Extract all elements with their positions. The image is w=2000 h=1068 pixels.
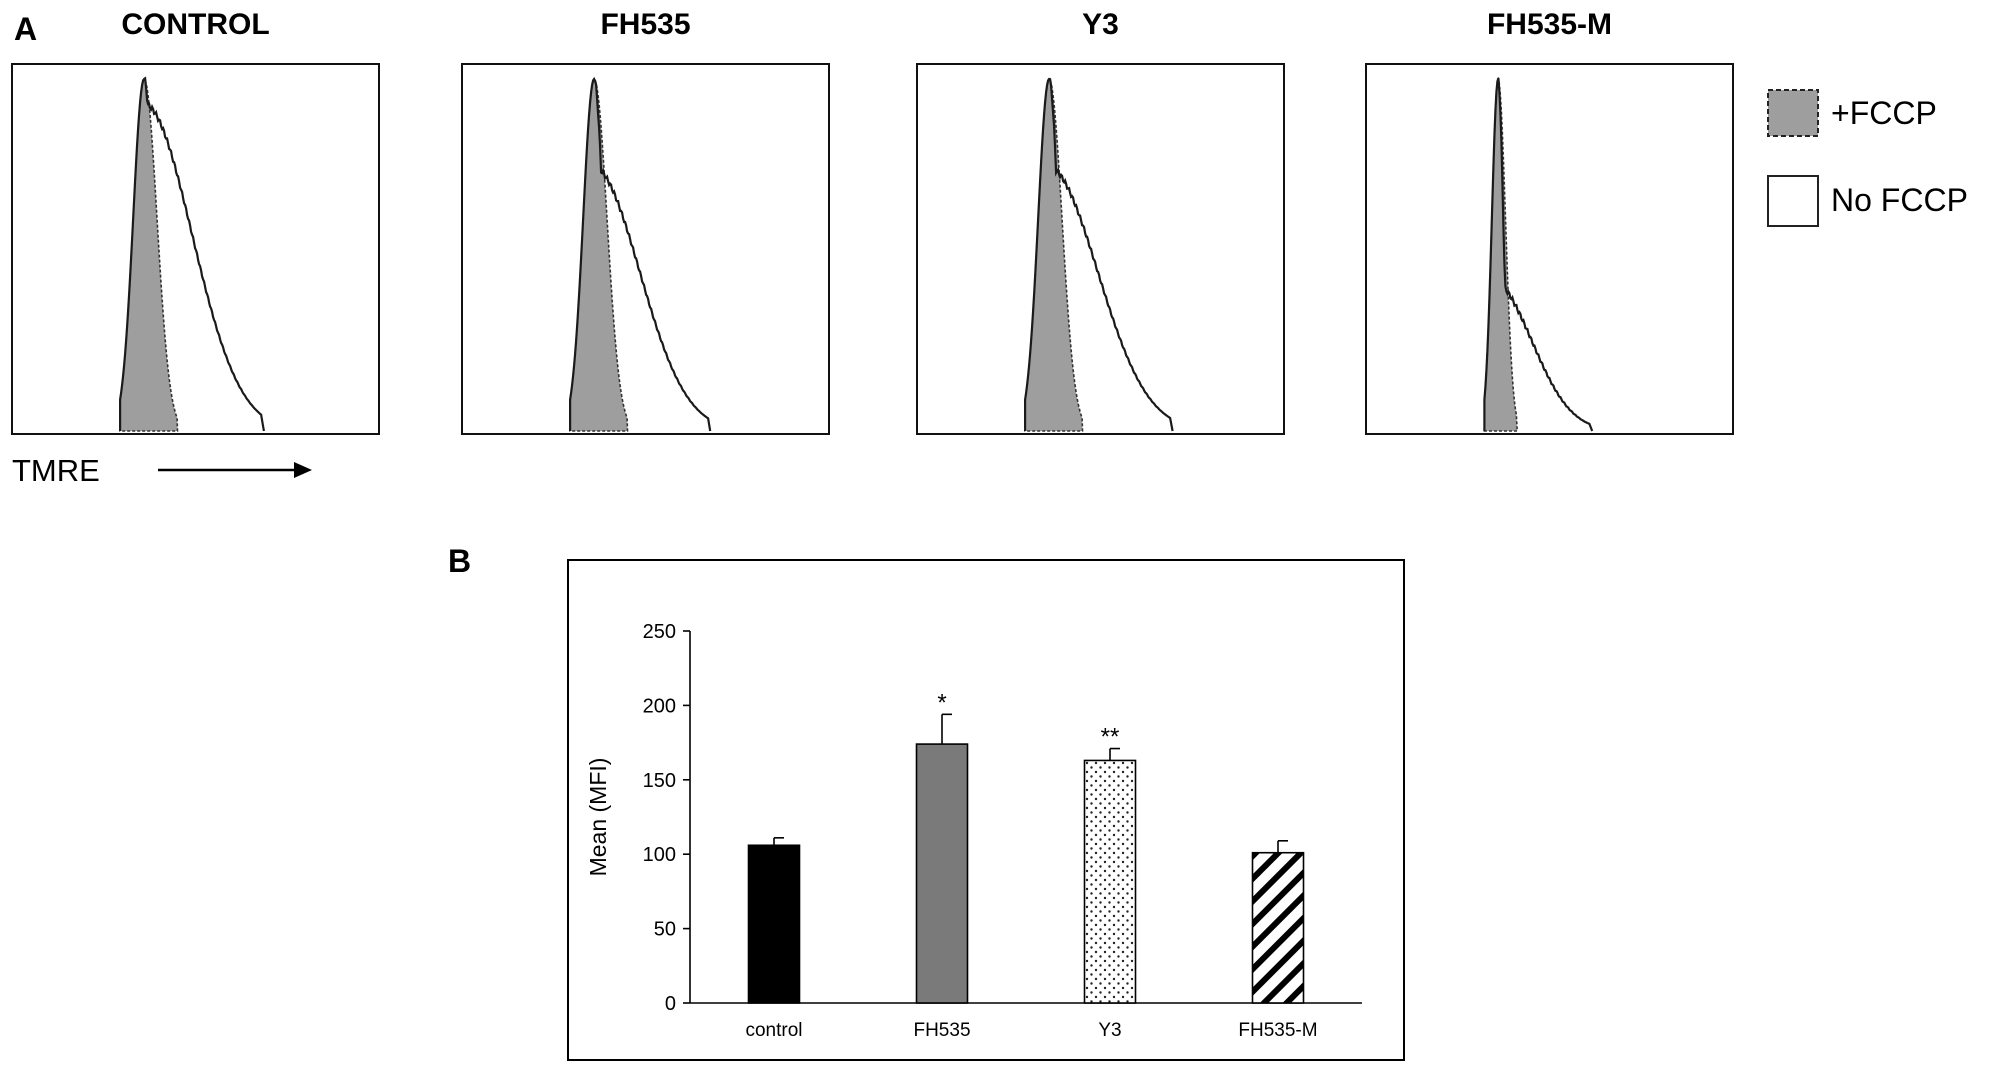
bar-group-y3: ** Y3	[1083, 724, 1137, 1041]
y-axis-title: Mean (MFI)	[585, 758, 611, 877]
y-tick-label: 200	[643, 695, 676, 717]
x-tick-label: control	[745, 1020, 802, 1041]
significance-label: **	[1101, 724, 1120, 751]
histogram-fh535: FH535	[461, 8, 830, 435]
legend-swatch-no-fccp	[1767, 175, 1819, 227]
y-tick-label: 50	[654, 919, 676, 941]
tmre-axis-label: TMRE	[12, 453, 100, 488]
histogram-panels: CONTROL FH535 Y3 FH535-M	[11, 8, 1734, 435]
histogram-frame	[916, 63, 1285, 435]
bar-chart: 0 50 100 150 200 250 Mean (MFI) control * FH535 **…	[585, 621, 1362, 1041]
bar-group-fh535: * FH535	[913, 689, 970, 1041]
x-tick-label: FH535-M	[1238, 1020, 1317, 1041]
histogram-fh535-m: FH535-M	[1365, 8, 1734, 435]
y-tick-label: 250	[643, 621, 676, 643]
no-fccp-histogram-line	[1483, 77, 1594, 432]
histogram-frame	[461, 63, 830, 435]
tmre-axis-arrow-head	[294, 462, 312, 478]
panel-b-letter: B	[448, 543, 471, 579]
bar-chart-frame	[567, 559, 1405, 1061]
panel-a-letter: A	[14, 11, 37, 47]
x-tick-label: FH535	[913, 1020, 970, 1041]
y-tick-label: 0	[665, 993, 676, 1015]
significance-label: *	[937, 689, 946, 716]
histogram-title: CONTROL	[121, 8, 269, 41]
legend-label-fccp: +FCCP	[1831, 95, 1937, 131]
legend-label-no-fccp: No FCCP	[1831, 182, 1968, 218]
legend-swatch-fccp	[1767, 89, 1819, 137]
legend: +FCCP No FCCP	[1767, 89, 1968, 227]
bar	[915, 743, 969, 1004]
histogram-title: Y3	[1082, 8, 1119, 41]
histogram-title: FH535-M	[1487, 8, 1612, 41]
no-fccp-histogram-line	[119, 76, 265, 432]
histogram-y3: Y3	[916, 8, 1285, 435]
bar	[747, 844, 801, 1004]
y-tick-label: 150	[643, 770, 676, 792]
bar-group-fh535-m: FH535-M	[1238, 840, 1318, 1041]
histogram-title: FH535	[600, 8, 690, 41]
no-fccp-histogram-line	[569, 76, 712, 432]
histogram-control: CONTROL	[11, 8, 380, 435]
histogram-frame	[1365, 63, 1734, 435]
bar	[1251, 851, 1305, 1004]
bar-group-control: control	[745, 837, 803, 1041]
y-tick-label: 100	[643, 844, 676, 866]
x-tick-label: Y3	[1098, 1020, 1121, 1041]
no-fccp-histogram-line	[1023, 77, 1174, 432]
bar	[1083, 759, 1137, 1004]
